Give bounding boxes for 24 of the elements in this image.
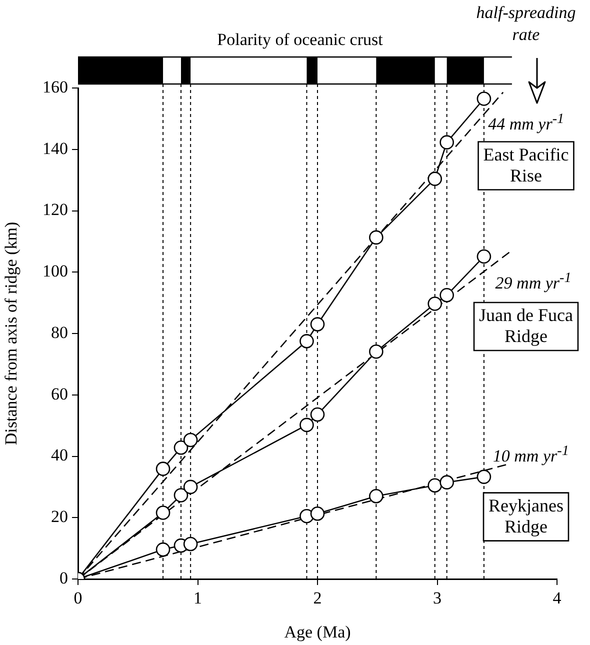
y-tick-label: 0 (60, 568, 68, 588)
x-tick-label: 0 (74, 588, 82, 608)
y-axis-title: Distance from axis of ridge (km) (2, 222, 21, 446)
x-tick-label: 4 (552, 588, 562, 608)
y-tick-label: 60 (51, 384, 68, 404)
x-tick-label: 2 (313, 588, 322, 608)
y-tick-label: 120 (42, 200, 68, 220)
text: half-spreading rate (475, 2, 577, 46)
y-tick-label: 40 (51, 446, 68, 465)
y-tick-label: 80 (51, 322, 68, 342)
series-label: East Pacific Rise (483, 144, 569, 186)
x-axis-title: Age (Ma) (284, 622, 351, 642)
x-tick-label: 1 (194, 588, 202, 608)
annotation: 10 mm yr$^{-1}$ (492, 442, 569, 468)
y-tick-label: 20 (51, 507, 68, 526)
text: Polarity of oceanic crust (216, 30, 384, 50)
x-tick-label: 3 (433, 588, 442, 608)
series-label: Juan de Fuca Ridge (479, 305, 573, 346)
y-tick-label: 160 (42, 77, 68, 96)
series-label: Reykjanes Ridge (488, 496, 564, 537)
annotation: 44 mm yr$^{-1}$ (488, 110, 564, 136)
annotation: 29 mm yr$^{-1}$ (495, 268, 572, 294)
y-tick-label: 140 (42, 138, 68, 158)
y-tick-label: 100 (42, 262, 68, 281)
